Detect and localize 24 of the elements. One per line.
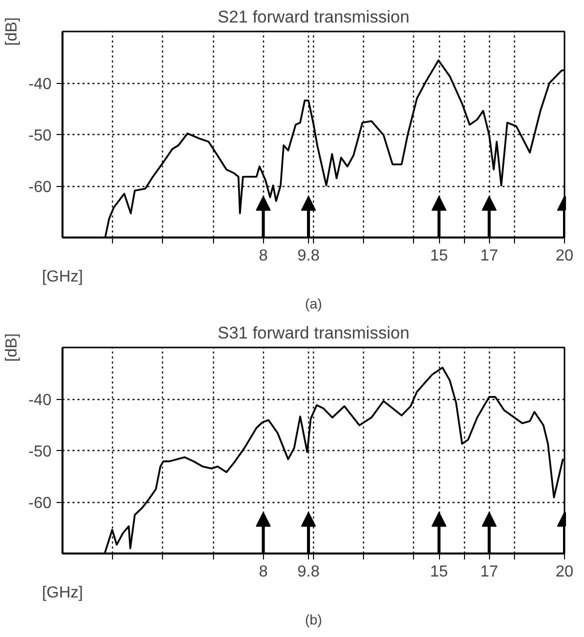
- text: (b): [304, 612, 322, 628]
- y-tick-label: -60: [28, 179, 52, 196]
- x-tick-label: 15: [430, 564, 448, 580]
- text: (a): [304, 296, 322, 312]
- y-axis-title: [dB]: [3, 17, 20, 46]
- y-tick-label: -60: [28, 495, 52, 512]
- x-tick-label: 17: [480, 248, 498, 264]
- y-tick-label: -50: [28, 128, 52, 144]
- x-tick-label: 8: [258, 248, 268, 264]
- x-tick-label: 15: [430, 248, 448, 264]
- x-axis-title: [GHz]: [42, 584, 83, 602]
- y-tick-label: -40: [28, 392, 52, 409]
- x-tick-label: 20: [556, 564, 574, 580]
- x-tick-label: 20: [556, 248, 574, 264]
- x-tick-label: 17: [480, 564, 498, 580]
- x-axis-title: [GHz]: [42, 268, 83, 286]
- chart-title: S21 forward transmission: [218, 8, 410, 26]
- y-tick-label: -40: [28, 76, 52, 93]
- chart-title: S31 forward transmission: [218, 324, 410, 342]
- x-tick-label: 8: [258, 564, 268, 580]
- y-axis-title: [dB]: [3, 333, 20, 362]
- x-tick-label: 9.8: [297, 248, 320, 264]
- y-tick-label: -50: [28, 444, 52, 460]
- x-tick-label: 9.8: [297, 564, 320, 580]
